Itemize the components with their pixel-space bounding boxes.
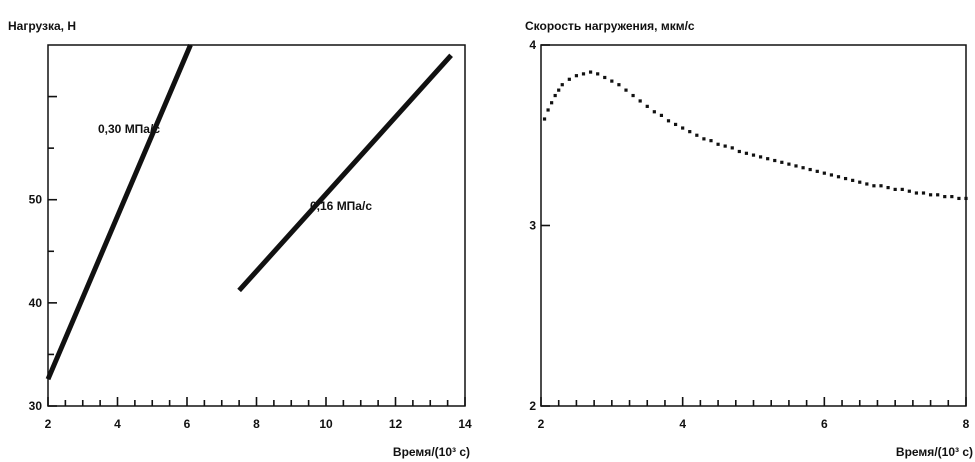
rate-point — [550, 101, 554, 105]
load-plot-frame — [47, 44, 466, 407]
rate-point — [588, 70, 593, 74]
rate-point — [872, 184, 876, 188]
rate-y-tick-label: 4 — [529, 38, 536, 52]
rate-point — [645, 104, 649, 108]
load-x-tick-label: 2 — [45, 417, 52, 431]
rate-point — [553, 93, 557, 98]
rate-point — [900, 187, 904, 191]
load-y-tick-label: 40 — [29, 296, 43, 310]
load-title: Нагрузка, Н — [8, 19, 76, 33]
load-x-tick-label: 6 — [184, 417, 191, 431]
load-x-tick-label: 4 — [114, 417, 121, 431]
rate-point — [688, 130, 692, 134]
rate-point — [581, 72, 586, 76]
rate-point — [773, 158, 777, 163]
rate-point — [702, 137, 706, 141]
rate-point — [567, 77, 571, 81]
rate-y-tick-label: 2 — [529, 399, 536, 413]
rate-point — [886, 185, 890, 190]
rate-ticks: 2 4 6 8 2 3 4 — [529, 38, 969, 431]
rate-point — [652, 110, 656, 114]
rate-point — [808, 167, 812, 172]
rate-point — [557, 88, 561, 92]
rate-point — [744, 151, 749, 155]
load-series-label-016: 0,16 МПа/с — [310, 199, 372, 213]
rate-point — [673, 122, 678, 127]
rate-point — [928, 193, 933, 197]
rate-x-tick-label: 4 — [679, 417, 686, 431]
rate-point — [751, 153, 756, 157]
rate-point — [716, 142, 720, 146]
rate-point — [617, 83, 621, 87]
rate-point — [659, 113, 664, 117]
rate-point — [836, 175, 841, 179]
rate-point — [815, 169, 819, 173]
rate-point — [822, 171, 826, 175]
load-x-tick-label: 8 — [253, 417, 260, 431]
rate-point — [546, 108, 550, 112]
rate-point — [638, 99, 642, 103]
rate-point — [950, 195, 954, 199]
rate-point — [851, 178, 855, 182]
rate-point — [631, 93, 635, 98]
rate-point — [666, 119, 671, 123]
load-series — [45, 44, 453, 381]
rate-point — [723, 144, 727, 148]
chart-rate: Скорость нагружения, мкм/с 2 4 6 8 2 3 4 Время… — [525, 19, 973, 459]
load-series-label-030: 0,30 МПа/с — [98, 122, 160, 136]
rate-point — [829, 173, 834, 177]
rate-point — [858, 180, 862, 184]
rate-point — [709, 139, 713, 143]
rate-point — [681, 126, 685, 130]
load-x-tick-label: 10 — [319, 417, 333, 431]
rate-point — [921, 191, 926, 195]
load-x-tick-label: 14 — [458, 417, 472, 431]
rate-point — [542, 117, 547, 121]
rate-x-tick-label: 2 — [538, 417, 545, 431]
load-ticks: 2 4 6 8 10 12 14 30 40 50 — [29, 95, 472, 431]
rate-point — [766, 157, 770, 161]
rate-y-tick-label: 3 — [529, 219, 536, 233]
load-line-016 — [237, 53, 453, 293]
rate-point — [936, 193, 940, 197]
rate-point — [943, 195, 947, 199]
rate-point — [907, 189, 911, 193]
rate-x-tick-label: 6 — [821, 417, 828, 431]
rate-point — [596, 72, 600, 76]
load-y-tick-label: 50 — [29, 193, 43, 207]
rate-title: Скорость нагружения, мкм/с — [525, 19, 695, 33]
rate-point — [893, 187, 897, 191]
rate-point — [758, 155, 763, 159]
rate-point — [787, 162, 791, 166]
rate-point — [780, 160, 784, 164]
load-line-030 — [45, 44, 193, 381]
rate-point — [843, 176, 848, 181]
rate-plot-frame — [540, 44, 967, 407]
rate-point — [879, 184, 883, 188]
rate-point — [574, 74, 579, 78]
rate-point — [624, 88, 628, 92]
rate-point — [914, 191, 919, 195]
rate-point — [801, 166, 805, 170]
load-y-tick-label: 30 — [29, 399, 43, 413]
load-x-axis-label: Время/(10³ с) — [393, 445, 470, 459]
rate-point — [737, 149, 741, 154]
rate-point — [610, 79, 614, 83]
rate-point — [957, 196, 961, 201]
rate-x-axis-label: Время/(10³ с) — [896, 445, 973, 459]
rate-x-tick-label: 8 — [963, 417, 970, 431]
rate-point — [865, 182, 869, 186]
rate-point — [695, 133, 699, 137]
load-x-tick-label: 12 — [389, 417, 403, 431]
rate-point — [603, 75, 607, 80]
rate-point — [730, 146, 734, 150]
rate-point — [964, 196, 968, 201]
rate-series — [542, 70, 968, 201]
rate-point — [794, 164, 798, 168]
rate-point — [560, 83, 564, 87]
